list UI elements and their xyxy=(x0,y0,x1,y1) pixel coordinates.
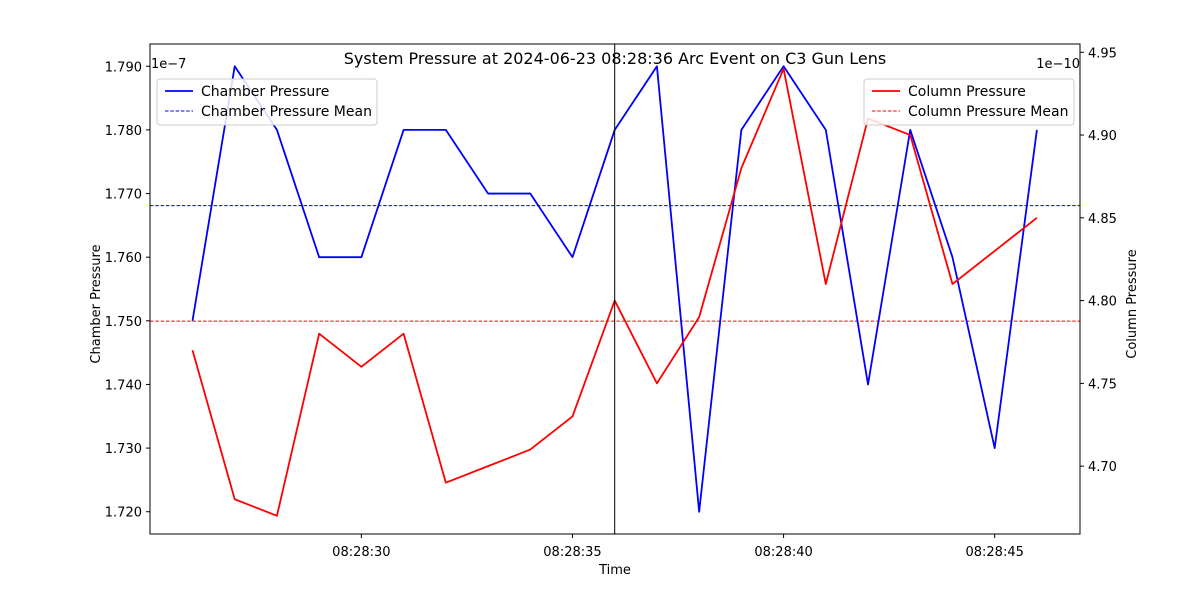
x-tick-label: 08:28:40 xyxy=(754,545,812,560)
right-y-tick-label: 4.80 xyxy=(1088,295,1117,310)
right-y-tick-label: 4.70 xyxy=(1088,460,1117,475)
left-y-tick-label: 1.760 xyxy=(105,251,142,266)
right-y-tick-label: 4.85 xyxy=(1088,212,1117,227)
left-y-axis-label: Chamber Pressure xyxy=(89,244,104,363)
right-legend-label: Column Pressure xyxy=(908,84,1026,100)
mean-lines xyxy=(150,205,1080,322)
legend-right: Column Pressure Column Pressure Mean xyxy=(863,78,1075,126)
right-y-axis-label: Column Pressure xyxy=(1125,249,1140,358)
left-y-tick-label: 1.770 xyxy=(105,188,142,203)
plot-frame xyxy=(149,43,1081,535)
x-tick-label: 08:28:45 xyxy=(965,545,1023,560)
legend-left: Chamber Pressure Chamber Pressure Mean xyxy=(156,78,378,126)
right-y-tick-label: 4.95 xyxy=(1088,46,1117,61)
x-tick-label: 08:28:30 xyxy=(332,545,390,560)
right-legend-box xyxy=(863,78,1075,126)
x-tick-label: 08:28:35 xyxy=(543,545,601,560)
left-offset-text: 1e−7 xyxy=(151,57,186,72)
left-y-tick-label: 1.720 xyxy=(105,506,142,521)
right-y-tick-label: 4.75 xyxy=(1088,377,1117,392)
right-y-tick-label: 4.90 xyxy=(1088,129,1117,144)
left-y-tick-label: 1.730 xyxy=(105,442,142,457)
left-y-tick-label: 1.790 xyxy=(105,60,142,75)
left-y-tick-label: 1.750 xyxy=(105,315,142,330)
left-y-tick-label: 1.740 xyxy=(105,378,142,393)
left-y-tick-label: 1.780 xyxy=(105,124,142,139)
left-legend-box xyxy=(156,78,378,126)
left-legend-label: Chamber Pressure Mean xyxy=(201,104,372,120)
right-legend-label: Column Pressure Mean xyxy=(908,104,1068,120)
left-legend-label: Chamber Pressure xyxy=(201,84,329,100)
right-offset-text: 1e−10 xyxy=(1036,57,1080,72)
x-axis-label: Time xyxy=(598,563,631,578)
axis-ticks: 08:28:30 08:28:35 08:28:40 08:28:45 1.720 1.7… xyxy=(105,46,1117,560)
